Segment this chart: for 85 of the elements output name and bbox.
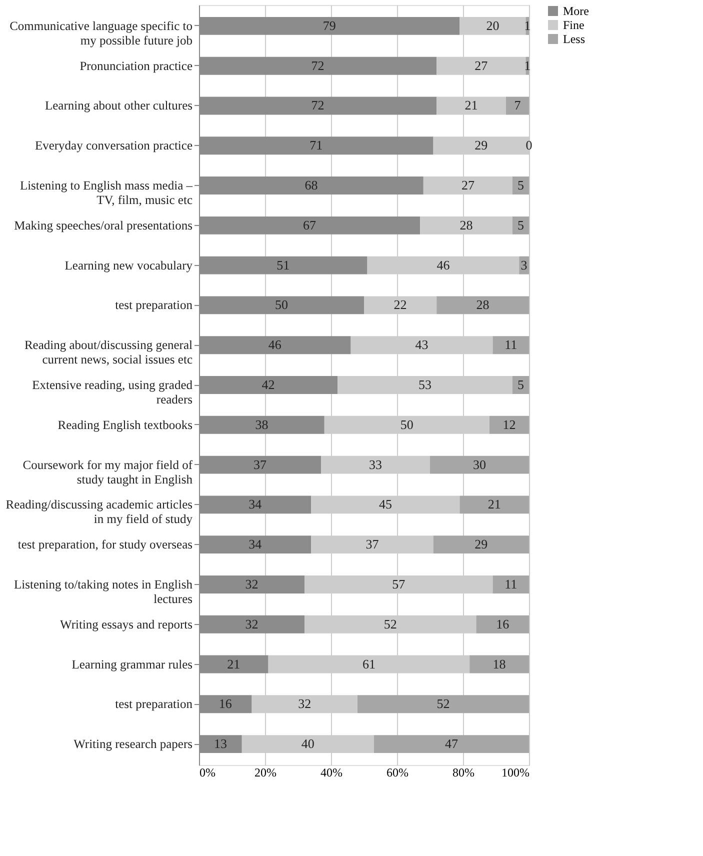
data-label: 5 bbox=[518, 178, 524, 193]
data-label: 50 bbox=[275, 297, 288, 312]
data-label: 40 bbox=[301, 736, 314, 752]
x-tick-label: 40% bbox=[320, 766, 342, 780]
data-label: 21 bbox=[464, 98, 478, 113]
data-label: 37 bbox=[254, 456, 268, 472]
data-label: 57 bbox=[392, 576, 406, 592]
data-label: 67 bbox=[303, 217, 317, 232]
x-tick-label: 80% bbox=[452, 766, 474, 780]
data-label: 34 bbox=[248, 536, 262, 552]
y-tick-label: Reading about/discussing general current news, social issues etc bbox=[24, 338, 194, 367]
data-label: 32 bbox=[245, 576, 258, 592]
y-tick-label: Making speeches/oral presentations bbox=[14, 218, 193, 232]
data-label: 32 bbox=[298, 696, 312, 712]
data-label: 46 bbox=[268, 337, 282, 352]
data-label: 68 bbox=[304, 178, 318, 193]
x-tick-label: 60% bbox=[386, 766, 408, 780]
y-tick-label: test preparation bbox=[115, 697, 194, 712]
data-label: 51 bbox=[276, 257, 290, 272]
x-tick-label: 0% bbox=[200, 766, 216, 780]
y-tick-label: Communicative language specific to my possible future job bbox=[10, 18, 192, 48]
y-tick-label: Coursework for my major field of study taught in English bbox=[22, 458, 194, 486]
y-tick-label: Learning about other cultures bbox=[44, 98, 193, 113]
y-tick-label: Everyday conversation practice bbox=[34, 138, 193, 153]
data-label: 7 bbox=[514, 98, 522, 113]
y-tick-label: test preparation bbox=[115, 298, 194, 312]
data-label: 38 bbox=[255, 416, 268, 432]
y-tick-label: test preparation, for study overseas bbox=[18, 538, 193, 552]
data-label: 50 bbox=[400, 416, 414, 432]
data-label: 34 bbox=[248, 496, 262, 512]
data-label: 47 bbox=[444, 736, 458, 752]
data-label: 61 bbox=[362, 656, 376, 672]
data-label: 42 bbox=[262, 377, 275, 392]
y-tick-label: Reading English textbooks bbox=[58, 418, 193, 432]
data-label: 12 bbox=[502, 416, 516, 432]
data-label: 0 bbox=[526, 138, 532, 153]
data-label: 79 bbox=[322, 18, 336, 33]
y-tick-label: Writing research papers bbox=[74, 737, 193, 752]
data-label: 13 bbox=[214, 736, 227, 752]
y-tick-label: Listening to/taking notes in English lectures bbox=[14, 577, 194, 606]
data-label: 5 bbox=[518, 377, 524, 392]
data-label: 27 bbox=[474, 58, 488, 73]
data-label: 18 bbox=[492, 656, 506, 672]
legend-label: Fine bbox=[563, 18, 584, 32]
x-tick-label: 20% bbox=[254, 766, 276, 780]
data-label: 11 bbox=[504, 576, 518, 592]
data-label: 37 bbox=[366, 536, 380, 552]
data-label: 16 bbox=[218, 696, 232, 712]
data-label: 72 bbox=[311, 98, 324, 113]
data-label: 3 bbox=[520, 257, 528, 272]
data-label: 28 bbox=[460, 217, 473, 232]
x-tick-label: 100% bbox=[502, 766, 530, 780]
data-label: 29 bbox=[474, 138, 488, 153]
y-tick-label: Writing essays and reports bbox=[60, 617, 193, 632]
data-label: 53 bbox=[418, 377, 432, 392]
data-label: 1 bbox=[524, 18, 531, 33]
data-label: 16 bbox=[496, 616, 510, 632]
y-tick-label: Learning new vocabulary bbox=[64, 258, 194, 272]
data-label: 43 bbox=[415, 337, 428, 352]
y-tick-label: Learning grammar rules bbox=[72, 657, 193, 672]
data-label: 72 bbox=[311, 58, 324, 73]
data-label: 1 bbox=[524, 58, 531, 73]
data-label: 27 bbox=[461, 178, 475, 193]
data-label: 28 bbox=[476, 297, 490, 312]
data-label: 45 bbox=[378, 496, 392, 512]
data-label: 20 bbox=[486, 18, 500, 33]
legend-label: More bbox=[563, 4, 589, 18]
y-tick-label: Listening to English mass media – TV, film, music etc bbox=[20, 178, 194, 208]
data-label: 46 bbox=[436, 257, 450, 272]
data-label: 21 bbox=[488, 496, 501, 512]
legend-label: Less bbox=[563, 32, 586, 46]
data-label: 52 bbox=[384, 616, 397, 632]
data-label: 5 bbox=[518, 217, 524, 232]
data-label: 33 bbox=[369, 456, 382, 472]
data-label: 52 bbox=[436, 696, 450, 712]
y-tick-label: Reading/discussing academic articles in my field of study bbox=[6, 498, 194, 526]
data-label: 71 bbox=[310, 138, 323, 153]
data-label: 21 bbox=[227, 656, 240, 672]
data-label: 30 bbox=[473, 456, 486, 472]
data-label: 29 bbox=[474, 536, 488, 552]
y-tick-label: Extensive reading, using graded readers bbox=[32, 378, 194, 406]
data-label: 22 bbox=[394, 297, 407, 312]
y-tick-label: Pronunciation practice bbox=[80, 58, 193, 73]
data-label: 32 bbox=[245, 616, 258, 632]
data-label: 11 bbox=[504, 337, 518, 352]
